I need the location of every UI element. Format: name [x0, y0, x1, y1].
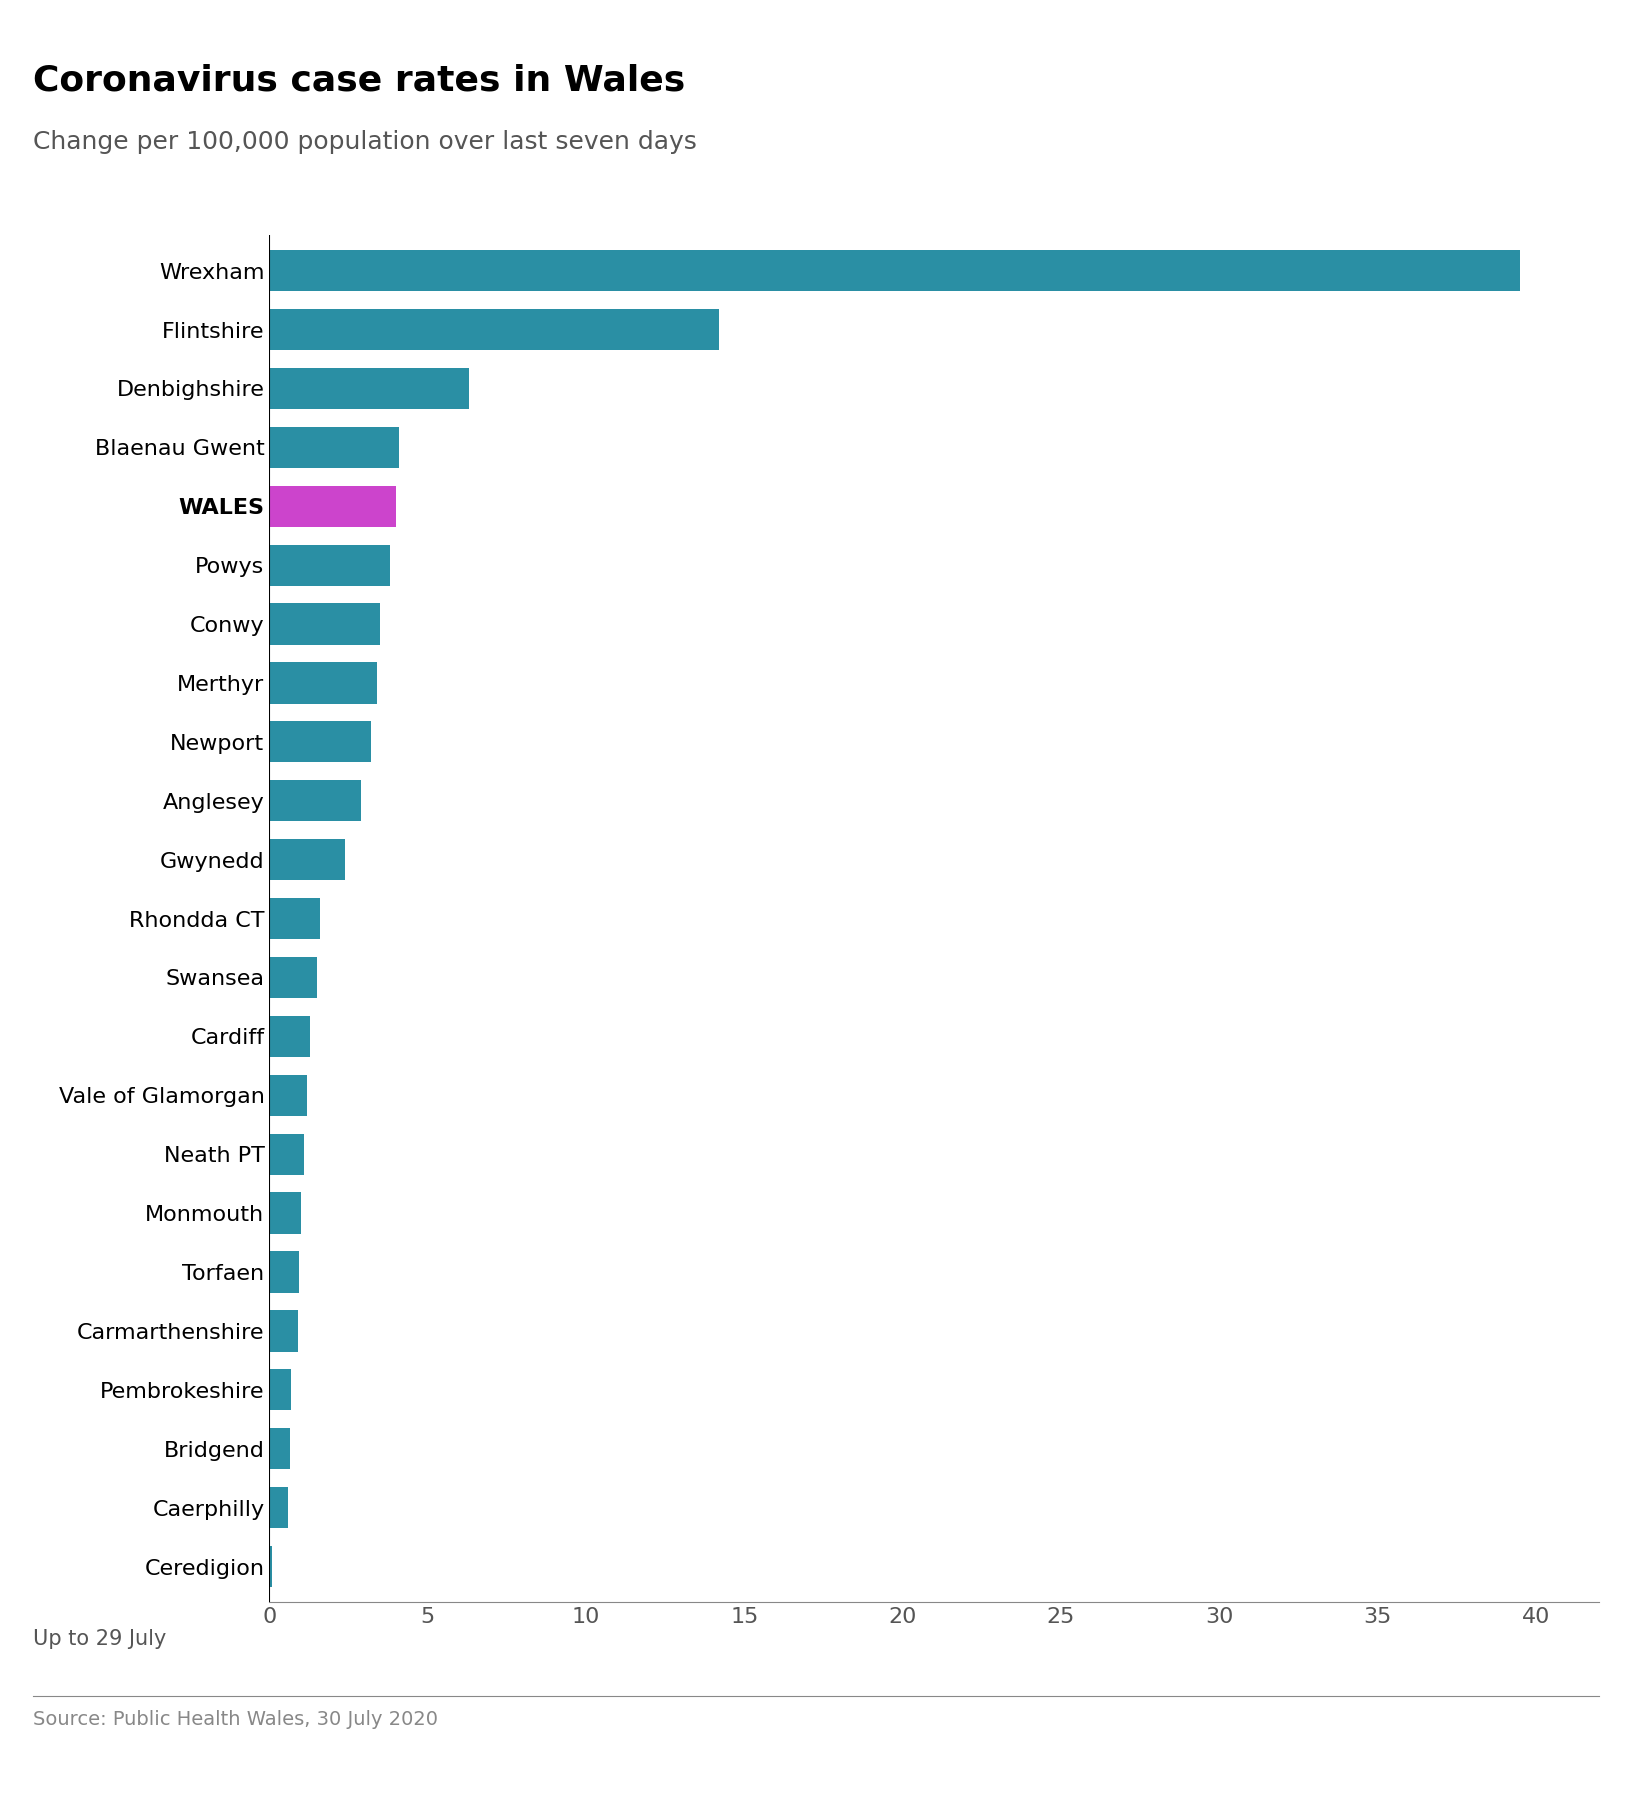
Bar [269, 603, 380, 644]
Bar [269, 1193, 300, 1234]
Text: Change per 100,000 population over last seven days: Change per 100,000 population over last … [33, 130, 697, 154]
Bar [269, 1133, 304, 1175]
Bar [269, 1015, 310, 1057]
Bar [269, 250, 1519, 291]
Bar [269, 898, 320, 939]
Bar [269, 1488, 289, 1528]
Bar [269, 1251, 299, 1292]
Bar [269, 1310, 297, 1352]
Text: Source: Public Health Wales, 30 July 2020: Source: Public Health Wales, 30 July 202… [33, 1710, 437, 1729]
Bar [269, 720, 370, 762]
Bar [269, 367, 468, 409]
Bar [269, 957, 317, 997]
Bar [269, 1546, 273, 1587]
Bar [269, 1368, 292, 1410]
Bar [269, 545, 390, 586]
Bar [269, 780, 361, 822]
Text: Coronavirus case rates in Wales: Coronavirus case rates in Wales [33, 63, 685, 98]
Bar [269, 310, 720, 349]
Bar [269, 1075, 307, 1117]
Bar [269, 840, 346, 880]
Bar [269, 1428, 290, 1470]
Bar [269, 662, 377, 704]
Text: BBC: BBC [1550, 1739, 1591, 1758]
Text: Up to 29 July: Up to 29 July [33, 1629, 166, 1649]
Bar [269, 485, 397, 527]
Bar [269, 427, 400, 469]
